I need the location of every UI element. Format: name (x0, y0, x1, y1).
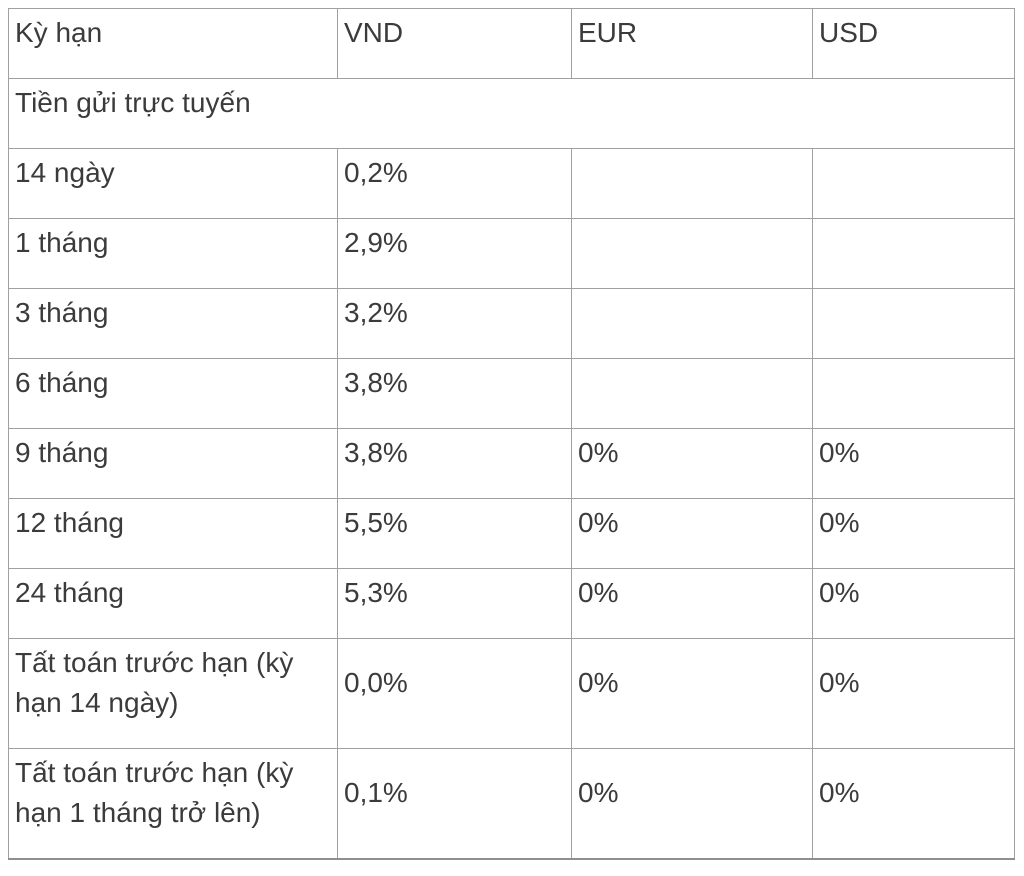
eur-cell: 0% (571, 568, 813, 639)
section-label: Tiền gửi trực tuyến (8, 78, 1015, 149)
usd-cell (812, 288, 1015, 359)
vnd-cell: 5,3% (337, 568, 572, 639)
eur-cell: 0% (571, 748, 813, 860)
vnd-cell: 5,5% (337, 498, 572, 569)
term-cell: 12 tháng (8, 498, 338, 569)
column-header-vnd: VND (337, 8, 572, 79)
table-row: 12 tháng 5,5% 0% 0% (8, 498, 1015, 569)
usd-cell: 0% (812, 748, 1015, 860)
eur-cell (571, 148, 813, 219)
column-header-eur: EUR (571, 8, 813, 79)
usd-cell: 0% (812, 568, 1015, 639)
usd-cell: 0% (812, 428, 1015, 499)
eur-cell (571, 288, 813, 359)
table-row: Tất toán trước hạn (kỳ hạn 14 ngày) 0,0%… (8, 638, 1015, 749)
eur-cell: 0% (571, 638, 813, 749)
term-cell: 6 tháng (8, 358, 338, 429)
vnd-cell: 3,2% (337, 288, 572, 359)
table-row: 6 tháng 3,8% (8, 358, 1015, 429)
section-row-online-deposit: Tiền gửi trực tuyến (8, 78, 1015, 149)
term-cell: 1 tháng (8, 218, 338, 289)
vnd-cell: 2,9% (337, 218, 572, 289)
term-cell: Tất toán trước hạn (kỳ hạn 1 tháng trở l… (8, 748, 338, 860)
usd-cell: 0% (812, 638, 1015, 749)
term-cell: Tất toán trước hạn (kỳ hạn 14 ngày) (8, 638, 338, 749)
vnd-cell: 0,1% (337, 748, 572, 860)
usd-cell: 0% (812, 498, 1015, 569)
eur-cell: 0% (571, 498, 813, 569)
table-row: 24 tháng 5,3% 0% 0% (8, 568, 1015, 639)
usd-cell (812, 218, 1015, 289)
term-cell: 14 ngày (8, 148, 338, 219)
term-cell: 9 tháng (8, 428, 338, 499)
vnd-cell: 3,8% (337, 358, 572, 429)
eur-cell: 0% (571, 428, 813, 499)
table-row: 3 tháng 3,2% (8, 288, 1015, 359)
table-row: 14 ngày 0,2% (8, 148, 1015, 219)
vnd-cell: 0,0% (337, 638, 572, 749)
table-row: Tất toán trước hạn (kỳ hạn 1 tháng trở l… (8, 748, 1015, 860)
usd-cell (812, 358, 1015, 429)
table-row: 1 tháng 2,9% (8, 218, 1015, 289)
interest-rate-table: Kỳ hạn VND EUR USD Tiền gửi trực tuyến 1… (8, 8, 1015, 860)
column-header-usd: USD (812, 8, 1015, 79)
header-row: Kỳ hạn VND EUR USD (8, 8, 1015, 79)
table-row: 9 tháng 3,8% 0% 0% (8, 428, 1015, 499)
column-header-term: Kỳ hạn (8, 8, 338, 79)
eur-cell (571, 218, 813, 289)
usd-cell (812, 148, 1015, 219)
vnd-cell: 0,2% (337, 148, 572, 219)
term-cell: 24 tháng (8, 568, 338, 639)
term-cell: 3 tháng (8, 288, 338, 359)
eur-cell (571, 358, 813, 429)
vnd-cell: 3,8% (337, 428, 572, 499)
